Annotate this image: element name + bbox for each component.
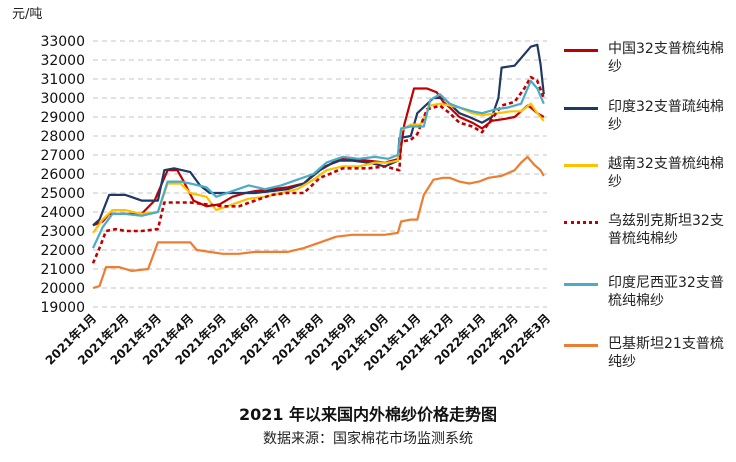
data-source: 数据来源：国家棉花市场监测系统 [263,431,473,447]
y-tick-label: 26000 [40,167,85,183]
legend-label: 乌兹别克斯坦32支普梳纯棉纱 [608,213,724,247]
legend-label: 越南32支普梳纯棉纱 [608,156,724,190]
y-tick-label: 24000 [40,205,85,221]
chart-title: 2021 年以来国内外棉纱价格走势图 [238,405,498,424]
y-tick-label: 20000 [40,281,85,297]
x-axis-ticks: 2021年1月2021年2月2021年3月2021年4月2021年5月2021年… [42,311,553,374]
y-tick-label: 27000 [40,148,85,164]
legend-swatch [564,107,598,110]
series-line [92,155,545,290]
y-tick-label: 22000 [40,243,85,259]
legend-label: 印度32支普疏纯棉纱 [608,99,724,133]
line-chart: 19000 20000 21000 22000 23000 24000 25000 26000… [40,34,553,374]
y-tick-label: 32000 [40,53,85,69]
series-line [92,102,545,234]
series-lines [91,43,546,290]
y-tick-label: 21000 [40,262,85,278]
y-tick-label: 29000 [40,110,85,126]
y-axis-unit-label: 元/吨 [12,7,43,22]
legend-swatch [564,283,598,286]
series-line [92,87,545,227]
legend-swatch [564,344,598,347]
y-tick-label: 30000 [40,91,85,107]
legend-label: 印度尼西亚32支普梳纯棉纱 [608,275,724,309]
legend-label: 中国32支普梳纯棉纱 [608,41,724,75]
y-tick-label: 19000 [40,300,85,316]
series-line [92,79,545,249]
y-tick-label: 31000 [40,72,85,88]
series-line [92,43,545,227]
y-tick-label: 25000 [40,186,85,202]
series-line [91,75,546,264]
legend-swatch [564,49,598,52]
legend-swatch [564,164,598,167]
y-axis-ticks: 19000 20000 21000 22000 23000 24000 25000 26000… [40,34,85,316]
y-tick-label: 33000 [40,34,85,50]
legend-label: 巴基斯坦21支普梳纯纱 [608,336,724,370]
legend-swatch [564,221,598,224]
y-tick-label: 28000 [40,129,85,145]
y-tick-label: 23000 [40,224,85,240]
